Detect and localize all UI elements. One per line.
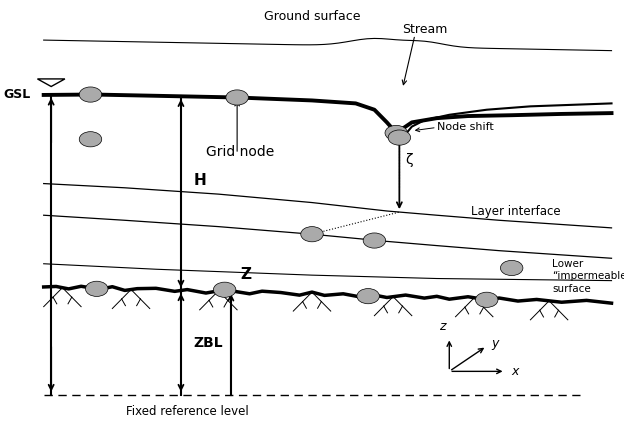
Circle shape	[79, 87, 102, 102]
Text: Lower
“impermeable
surface: Lower “impermeable surface	[552, 259, 624, 294]
Circle shape	[357, 289, 379, 304]
Text: H: H	[193, 173, 206, 188]
Circle shape	[213, 282, 236, 298]
Text: Stream: Stream	[402, 23, 447, 36]
Circle shape	[363, 233, 386, 248]
Circle shape	[475, 292, 498, 307]
Text: x: x	[512, 365, 519, 378]
Text: Node shift: Node shift	[437, 122, 494, 132]
Circle shape	[85, 281, 108, 296]
Text: z: z	[439, 319, 445, 333]
Circle shape	[301, 227, 323, 242]
Text: ZBL: ZBL	[193, 335, 223, 349]
Text: y: y	[492, 337, 499, 350]
Text: GSL: GSL	[3, 88, 31, 101]
Circle shape	[385, 125, 407, 141]
Circle shape	[79, 132, 102, 147]
Circle shape	[500, 260, 523, 276]
Text: Ground surface: Ground surface	[264, 11, 360, 23]
Text: ζ: ζ	[406, 153, 413, 167]
Text: Grid node: Grid node	[206, 145, 274, 159]
Text: Fixed reference level: Fixed reference level	[126, 405, 248, 418]
Circle shape	[388, 130, 411, 145]
Text: Z: Z	[240, 267, 251, 282]
Text: Layer interface: Layer interface	[471, 205, 561, 217]
Circle shape	[226, 90, 248, 105]
